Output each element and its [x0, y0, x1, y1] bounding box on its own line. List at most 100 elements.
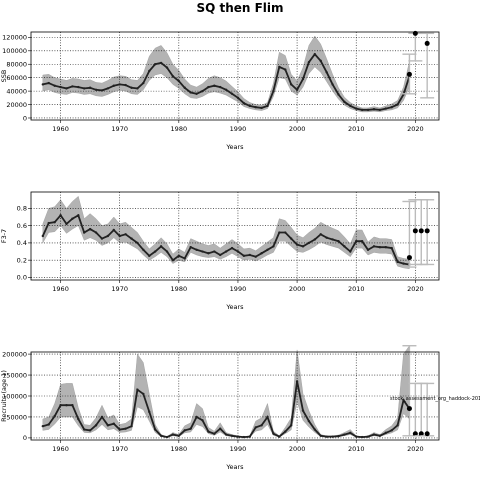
median-point — [331, 435, 334, 438]
median-point — [266, 248, 269, 252]
confidence-band — [42, 35, 410, 113]
median-point — [41, 234, 45, 238]
median-point — [65, 222, 68, 226]
median-point — [59, 404, 62, 407]
median-point — [343, 433, 346, 436]
median-point — [219, 85, 222, 89]
median-point — [230, 246, 234, 250]
median-point — [343, 100, 346, 104]
median-point — [94, 424, 98, 427]
median-point — [159, 245, 163, 248]
median-point — [266, 104, 269, 108]
median-point — [53, 414, 56, 418]
median-point — [355, 239, 358, 243]
projection-point — [406, 255, 412, 261]
median-point — [41, 424, 45, 428]
median-point — [396, 424, 399, 427]
x-tick-label: 2000 — [289, 125, 306, 133]
median-point — [153, 63, 157, 66]
median-point — [106, 424, 110, 427]
median-point — [331, 238, 334, 241]
x-tick-label: 2020 — [407, 285, 424, 293]
median-point — [201, 89, 204, 93]
y-tick-label: 0.6 — [17, 222, 27, 230]
median-point — [242, 254, 246, 258]
median-point — [301, 409, 305, 412]
median-point — [124, 427, 127, 430]
median-point — [230, 92, 234, 96]
axes-frame — [30, 31, 440, 121]
median-point — [71, 404, 74, 407]
median-point — [83, 428, 86, 431]
median-point — [189, 246, 192, 249]
y-tick-label: 20000 — [6, 101, 27, 109]
median-point — [195, 92, 198, 96]
median-point — [224, 250, 228, 253]
median-point — [325, 71, 328, 74]
x-tick-label: 1990 — [230, 285, 247, 293]
median-point — [366, 248, 370, 252]
confidence-band — [42, 195, 410, 270]
median-point — [278, 231, 281, 234]
median-point — [47, 81, 50, 85]
median-point — [396, 103, 399, 106]
median-point — [118, 428, 121, 431]
median-point — [278, 65, 281, 69]
median-point — [307, 241, 311, 245]
median-point — [372, 108, 376, 111]
median-point — [230, 434, 234, 438]
median-point — [165, 250, 169, 253]
median-point — [242, 102, 246, 105]
chart-panel-3: 1960 1970 1980 1990 2000 2010 2020 0 50000 100000… — [0, 345, 480, 471]
median-point — [171, 433, 175, 436]
y-tick-label: 60000 — [6, 74, 27, 82]
median-point — [136, 87, 139, 90]
y-tick-label: 0.4 — [17, 239, 27, 247]
median-point — [349, 250, 352, 253]
median-point — [360, 435, 364, 439]
median-point — [88, 227, 92, 231]
median-point — [289, 424, 293, 427]
median-point — [319, 434, 322, 438]
median-point — [201, 419, 204, 422]
median-point — [88, 86, 92, 89]
projection-point — [424, 431, 430, 437]
median-point — [295, 88, 299, 91]
median-point — [307, 61, 311, 64]
median-point — [319, 59, 322, 63]
projection-point — [406, 71, 412, 77]
x-tick-label: 2010 — [348, 285, 365, 293]
median-point — [260, 424, 263, 427]
y-tick-label: 40000 — [6, 87, 27, 95]
median-point — [349, 104, 352, 108]
median-point — [307, 419, 311, 423]
projection-point — [412, 30, 418, 36]
median-point — [325, 236, 328, 239]
chart-panel-2: 1960 1970 1980 1990 2000 2010 2020 0.0 0.2 0.4 0.6… — [0, 191, 440, 311]
median-point — [65, 404, 68, 407]
y-tick-label: 0.8 — [17, 205, 27, 213]
median-point — [136, 388, 139, 391]
x-tick-label: 1980 — [171, 285, 188, 293]
projection-point — [424, 228, 430, 234]
median-point — [47, 423, 50, 426]
median-point — [53, 220, 56, 224]
x-tick-label: 1990 — [230, 445, 247, 453]
median-point — [254, 426, 257, 429]
median-point — [118, 234, 121, 238]
x-tick-label: 1960 — [52, 125, 69, 133]
median-point — [295, 243, 299, 246]
median-point — [124, 83, 127, 87]
median-line — [42, 381, 411, 439]
median-point — [118, 83, 121, 86]
x-tick-label: 1960 — [52, 285, 69, 293]
median-point — [372, 245, 376, 248]
x-axis-label: Years — [225, 303, 244, 311]
y-tick-label: 120000 — [2, 34, 27, 42]
median-point — [171, 258, 175, 262]
median-point — [337, 93, 340, 96]
median-point — [71, 217, 74, 220]
median-point — [402, 262, 405, 265]
y-tick-label: 100000 — [2, 392, 27, 400]
x-tick-label: 2020 — [407, 445, 424, 453]
